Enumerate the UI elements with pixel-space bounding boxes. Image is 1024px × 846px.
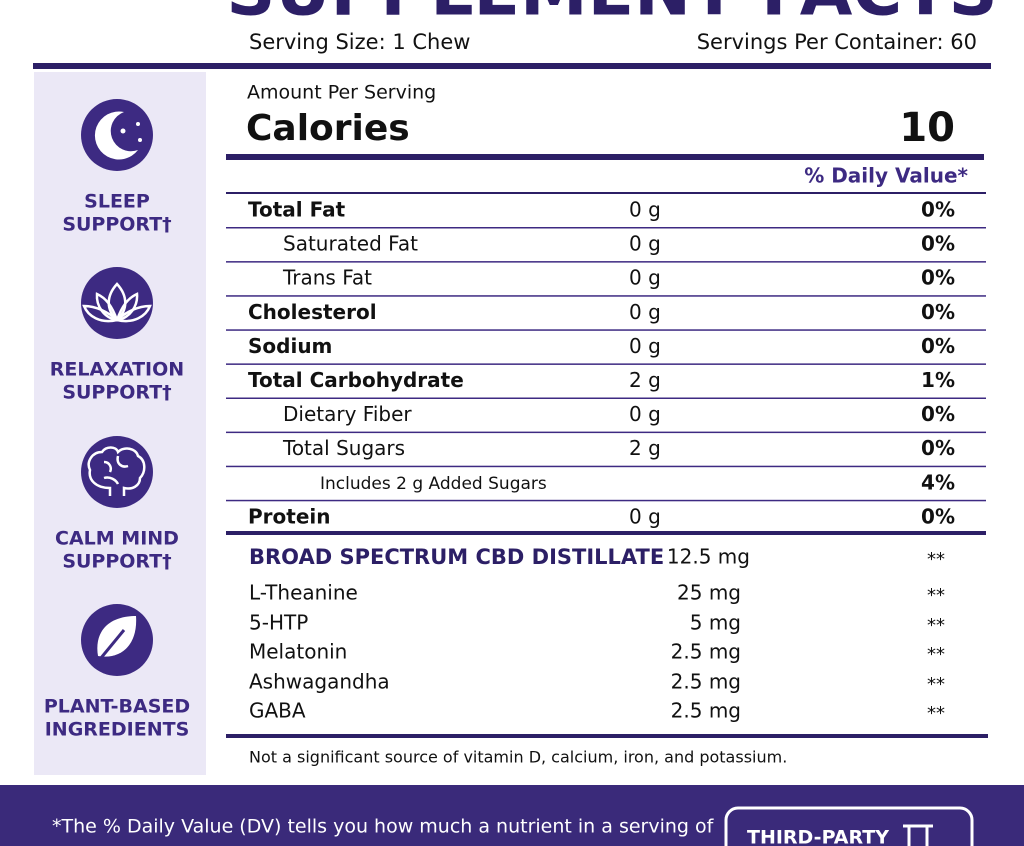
ingredient-name: 5-HTP bbox=[249, 611, 308, 635]
ingredient-name: L-Theanine bbox=[249, 581, 358, 605]
nutrient-daily-value: 0% bbox=[921, 504, 955, 528]
ingredient-amount: 2.5 mg bbox=[671, 670, 741, 694]
badge-icon bbox=[903, 824, 933, 846]
nutrient-daily-value: 4% bbox=[921, 470, 955, 494]
nutrient-amount: 0 g bbox=[629, 266, 661, 290]
nutrient-amount: 0 g bbox=[629, 504, 661, 528]
serving-size: Serving Size: 1 Chew bbox=[249, 30, 470, 54]
divider bbox=[33, 63, 991, 69]
benefit-label: CALM MIND bbox=[55, 528, 179, 550]
badge bbox=[724, 806, 974, 846]
nutrient-amount: 0 g bbox=[629, 198, 661, 222]
nutrient-name: Includes 2 g Added Sugars bbox=[320, 474, 547, 494]
benefit-label: RELAXATION bbox=[50, 359, 184, 381]
star bbox=[136, 122, 140, 126]
ingredient-amount: 2.5 mg bbox=[671, 699, 741, 723]
row-divider bbox=[226, 431, 986, 434]
ingredient-name: GABA bbox=[249, 699, 306, 723]
divider bbox=[226, 192, 986, 194]
nutrient-daily-value: 0% bbox=[921, 266, 955, 290]
lotus-icon bbox=[82, 282, 152, 323]
icon-circle bbox=[81, 267, 153, 339]
row-divider bbox=[226, 261, 986, 263]
note: Not a significant source of vitamin D, c… bbox=[249, 748, 787, 767]
nutrient-daily-value: 0% bbox=[921, 402, 955, 426]
row-divider bbox=[226, 227, 986, 229]
nutrient-amount: 0 g bbox=[629, 334, 661, 358]
icon-circle bbox=[81, 436, 153, 508]
nutrient-amount: 2 g bbox=[629, 436, 661, 460]
benefit-label: SLEEP bbox=[84, 191, 150, 213]
nutrient-name: Sodium bbox=[248, 334, 332, 358]
disclaimer: *The % Daily Value (DV) tells you how mu… bbox=[52, 816, 715, 838]
ingredient-daily-value: ** bbox=[927, 644, 945, 665]
leaf-icon bbox=[94, 616, 137, 665]
nutrient-amount: 0 g bbox=[629, 402, 661, 426]
calories-value: 10 bbox=[899, 105, 955, 151]
benefit-label: SUPPORT† bbox=[62, 382, 171, 404]
ingredient-daily-value: ** bbox=[927, 585, 945, 606]
icon-circle bbox=[81, 99, 153, 171]
daily-value-header: % Daily Value* bbox=[804, 164, 968, 188]
title: SUPPLEMENT FACTS bbox=[226, 0, 997, 32]
nutrient-name: Protein bbox=[248, 504, 330, 528]
nutrient-daily-value: 0% bbox=[921, 334, 955, 358]
ingredient-amount: 12.5 mg bbox=[667, 545, 750, 569]
row-divider bbox=[226, 465, 986, 468]
ingredient-name: Ashwagandha bbox=[249, 670, 390, 694]
ingredient-daily-value: ** bbox=[927, 703, 945, 724]
nutrient-daily-value: 0% bbox=[921, 436, 955, 460]
benefit-label: INGREDIENTS bbox=[45, 719, 190, 741]
calories-label: Calories bbox=[246, 108, 410, 149]
row-divider bbox=[226, 499, 986, 502]
ingredient-amount: 25 mg bbox=[677, 581, 741, 605]
brain-icon bbox=[87, 446, 146, 496]
badge-text: THIRD-PARTY bbox=[747, 827, 889, 846]
nutrient-name: Cholesterol bbox=[248, 300, 377, 324]
nutrient-amount: 2 g bbox=[629, 368, 661, 392]
nutrient-amount: 0 g bbox=[629, 232, 661, 256]
divider bbox=[226, 154, 984, 160]
divider bbox=[226, 531, 986, 535]
nutrient-name: Total Carbohydrate bbox=[248, 368, 464, 392]
ingredient-daily-value: ** bbox=[927, 615, 945, 636]
divider bbox=[226, 734, 988, 738]
row-divider bbox=[226, 397, 986, 399]
nutrient-name: Total Sugars bbox=[282, 436, 405, 460]
ingredient-daily-value: ** bbox=[927, 674, 945, 695]
moon-icon bbox=[94, 111, 138, 160]
star bbox=[138, 138, 142, 142]
benefit-label: PLANT-BASED bbox=[44, 696, 190, 718]
ingredient-amount: 5 mg bbox=[690, 611, 741, 635]
nutrient-daily-value: 1% bbox=[921, 368, 955, 392]
row-divider bbox=[226, 329, 986, 331]
nutrient-name: Total Fat bbox=[248, 198, 346, 222]
nutrient-name: Saturated Fat bbox=[283, 232, 418, 256]
nutrient-daily-value: 0% bbox=[921, 198, 955, 222]
amount-per-serving: Amount Per Serving bbox=[247, 82, 436, 104]
benefit-label: SUPPORT† bbox=[62, 551, 171, 573]
footer-band bbox=[0, 785, 1024, 846]
ingredient-name: Melatonin bbox=[249, 640, 347, 664]
nutrient-daily-value: 0% bbox=[921, 300, 955, 324]
ingredient-daily-value: ** bbox=[927, 549, 945, 570]
row-divider bbox=[226, 295, 986, 297]
servings-per-container: Servings Per Container: 60 bbox=[697, 30, 977, 54]
benefit-label: SUPPORT† bbox=[62, 214, 171, 236]
row-divider bbox=[226, 363, 986, 365]
nutrient-daily-value: 0% bbox=[921, 232, 955, 256]
nutrient-name: Trans Fat bbox=[282, 266, 372, 290]
ingredient-amount: 2.5 mg bbox=[671, 640, 741, 664]
nutrient-name: Dietary Fiber bbox=[283, 402, 412, 426]
nutrient-amount: 0 g bbox=[629, 300, 661, 324]
star bbox=[120, 128, 126, 134]
icons bbox=[81, 99, 153, 676]
ingredient-name: BROAD SPECTRUM CBD DISTILLATE bbox=[249, 545, 664, 569]
